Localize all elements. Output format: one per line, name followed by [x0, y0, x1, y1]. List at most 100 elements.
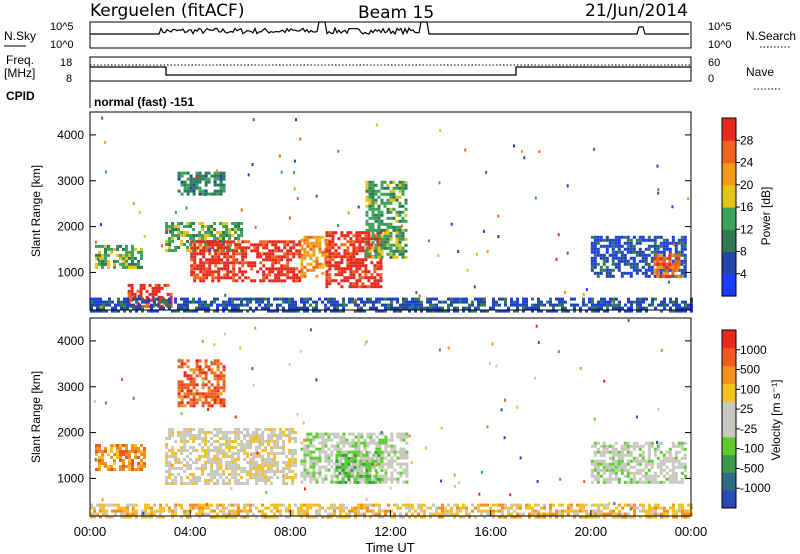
data-cell	[593, 259, 597, 263]
data-cell	[596, 271, 600, 275]
data-cell	[277, 279, 281, 283]
data-cell	[205, 261, 209, 265]
data-cell	[355, 240, 359, 244]
data-cell	[243, 509, 246, 513]
data-cell	[337, 267, 341, 271]
data-cell	[271, 243, 275, 247]
data-cell	[671, 254, 675, 258]
data-cell	[273, 503, 276, 507]
data-cell	[680, 456, 684, 460]
data-cell	[642, 306, 645, 310]
data-cell	[255, 437, 259, 440]
data-cell	[352, 240, 356, 244]
data-cell	[105, 309, 108, 313]
data-cell	[344, 474, 348, 478]
data-cell	[336, 450, 340, 454]
data-cell	[258, 455, 262, 458]
data-cell	[312, 444, 316, 448]
data-cell	[498, 503, 501, 507]
data-cell	[137, 250, 140, 254]
data-cell	[480, 512, 483, 516]
data-cell	[644, 459, 648, 463]
data-cell	[165, 240, 169, 243]
data-cell	[299, 137, 302, 141]
data-cell	[258, 443, 262, 446]
data-cell	[201, 237, 205, 240]
data-cell	[303, 271, 307, 275]
data-cell	[358, 261, 362, 265]
data-cell	[370, 261, 374, 265]
data-cell	[611, 268, 615, 272]
data-cell	[617, 262, 621, 266]
data-cell	[199, 243, 203, 247]
data-cell	[336, 515, 339, 519]
data-cell	[315, 447, 319, 451]
data-cell	[238, 246, 242, 250]
data-cell	[189, 464, 193, 467]
data-cell	[282, 452, 286, 455]
data-cell	[276, 446, 280, 449]
data-cell	[186, 306, 189, 310]
colorbar-tick-label: 1000	[740, 343, 767, 357]
data-cell	[189, 431, 193, 434]
data-cell	[142, 286, 146, 290]
data-cell	[602, 450, 606, 454]
data-cell	[612, 509, 615, 513]
data-cell	[355, 231, 359, 235]
data-cell	[297, 512, 300, 516]
data-cell	[432, 303, 435, 307]
data-cell	[606, 512, 609, 516]
data-cell	[122, 247, 125, 251]
data-cell	[300, 447, 304, 451]
data-cell	[168, 509, 171, 513]
data-cell	[513, 515, 516, 519]
data-cell	[678, 309, 681, 313]
data-cell	[396, 435, 400, 439]
data-cell	[219, 189, 223, 193]
data-cell	[315, 306, 318, 310]
data-cell	[213, 300, 216, 304]
data-cell	[219, 234, 223, 237]
data-cell	[365, 213, 369, 217]
data-cell	[632, 471, 636, 475]
data-cell	[315, 235, 319, 239]
data-cell	[211, 270, 215, 274]
data-cell	[624, 503, 627, 507]
data-cell	[677, 260, 681, 264]
data-cell	[180, 398, 184, 402]
data-cell	[370, 273, 374, 277]
data-cell	[214, 255, 218, 259]
data-cell	[186, 449, 190, 452]
data-cell	[213, 374, 217, 378]
data-cell	[638, 480, 642, 484]
data-cell	[582, 515, 585, 519]
data-cell	[202, 255, 206, 259]
data-cell	[276, 467, 280, 470]
data-cell	[620, 447, 624, 451]
data-cell	[315, 509, 318, 513]
data-cell	[116, 447, 119, 450]
data-cell	[369, 459, 373, 463]
data-cell	[250, 264, 254, 268]
data-cell	[632, 456, 636, 460]
data-cell	[264, 458, 268, 461]
data-cell	[596, 477, 600, 481]
data-cell	[240, 231, 244, 234]
data-cell	[404, 213, 408, 217]
data-cell	[195, 392, 199, 396]
data-cell	[594, 515, 597, 519]
data-cell	[653, 447, 657, 451]
data-cell	[671, 205, 674, 209]
data-cell	[171, 428, 175, 431]
data-cell	[440, 426, 443, 430]
data-cell	[139, 286, 143, 290]
data-cell	[687, 303, 690, 307]
data-cell	[635, 241, 639, 245]
data-cell	[177, 228, 181, 231]
data-cell	[337, 273, 341, 277]
data-cell	[331, 234, 335, 238]
data-cell	[150, 309, 153, 313]
data-cell	[259, 252, 263, 256]
data-cell	[453, 503, 456, 507]
data-cell	[384, 509, 387, 513]
